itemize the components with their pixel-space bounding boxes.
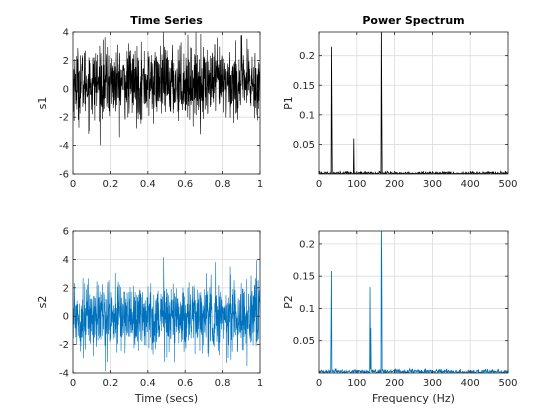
y-tick-label: 4 [63,28,69,39]
chart-panel-2: 0 100 200 300 400 500 0.05 0.1 0.15 0.2 Power Spec… [282,14,518,190]
x-axis-label: Time (secs) [134,392,198,405]
spectrum-line [319,231,508,373]
x-tick-label: 0 [70,378,76,389]
y-tick-label: 0.1 [299,110,315,121]
y-axis-label: s1 [36,97,49,110]
y-tick-label: 0.15 [293,272,315,283]
series-1 [73,257,260,372]
x-tick-label: 100 [347,378,366,389]
x-tick-label: 0.4 [140,378,156,389]
y-tick-label: 0.1 [299,304,315,315]
y-tick-label: 2 [63,283,69,294]
signal-line [73,257,260,372]
axes-box [72,230,261,374]
y-tick-label: 0.2 [299,51,315,62]
chart-panel-1: 0 0.2 0.4 0.6 0.8 1 -6 -4 -2 0 2 4 Time Series s1 [36,14,263,190]
x-tick-label: 0 [316,179,322,190]
y-axis-label: P2 [282,295,295,309]
spectrum-line [319,32,508,174]
y-axis-label: s2 [36,296,49,309]
x-tick-label: 1 [257,378,263,389]
y-tick-label: -2 [59,113,69,124]
x-tick-label: 0.6 [177,378,193,389]
y-tick-label: 0.05 [293,140,315,151]
y-tick-label: 0.05 [293,336,315,347]
y-axis-label: P1 [282,96,295,110]
plot-area [73,32,260,174]
y-tick-label: 2 [63,56,69,67]
y-tick-label: -6 [59,170,69,181]
y-tick-label: 0.2 [299,239,315,250]
x-tick-label: 0 [70,179,76,190]
x-tick-label: 500 [498,378,517,389]
chart-panel-4: 0 100 200 300 400 500 0.05 0.1 0.15 0.2 Frequency … [282,230,518,405]
plot-area [319,231,508,373]
series-1 [73,32,260,146]
x-tick-label: 0.8 [215,179,231,190]
x-tick-label: 0.4 [140,179,156,190]
axes-box [72,31,261,175]
y-tick-label: -2 [59,340,69,351]
x-tick-label: 300 [423,179,442,190]
x-tick-label: 400 [461,378,480,389]
y-tick-label: -4 [59,369,69,380]
x-tick-label: 0.2 [102,378,118,389]
axes-box [318,31,509,175]
y-tick-label: 6 [63,227,69,238]
x-tick-label: 1 [257,179,263,190]
x-tick-label: 0.6 [177,179,193,190]
x-tick-label: 100 [347,179,366,190]
series-1 [319,231,508,373]
chart-title: Power Spectrum [362,14,464,27]
x-tick-label: 0.8 [215,378,231,389]
x-tick-label: 300 [423,378,442,389]
chart-panel-3: 0 0.2 0.4 0.6 0.8 1 -4 -2 0 2 4 6 Time (secs) s2 [36,227,263,406]
y-tick-label: 0 [63,84,69,95]
y-tick-label: 0.15 [293,81,315,92]
x-tick-label: 400 [461,179,480,190]
x-tick-label: 0 [316,378,322,389]
chart-title: Time Series [130,14,203,27]
series-1 [319,32,508,174]
x-axis-label: Frequency (Hz) [372,392,455,405]
x-tick-label: 500 [498,179,517,190]
x-tick-label: 200 [385,179,404,190]
x-tick-label: 0.2 [102,179,118,190]
x-tick-label: 200 [385,378,404,389]
y-tick-label: -4 [59,141,69,152]
axes-box [318,230,509,374]
y-tick-label: 0 [63,312,69,323]
plot-area [319,32,508,174]
signal-line [73,32,260,146]
y-tick-label: 4 [63,255,69,266]
